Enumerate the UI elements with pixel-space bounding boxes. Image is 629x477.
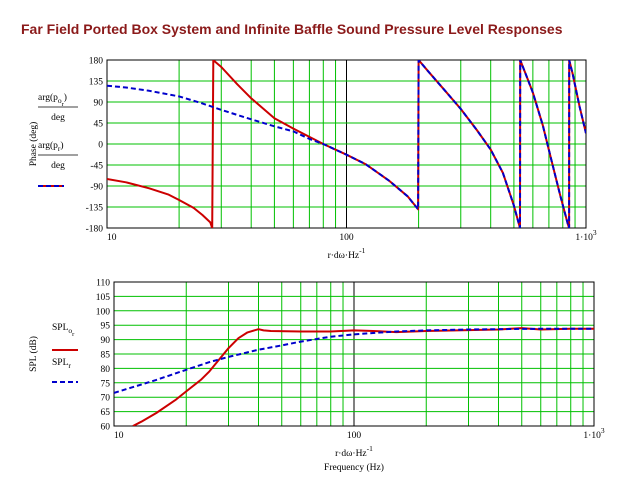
- phase-series-infinite: [107, 60, 586, 228]
- spl-x-tick-label: 1·103: [583, 426, 604, 441]
- phase-y-axis-label: Phase (deg): [28, 122, 39, 167]
- spl-y-tick-label: 105: [96, 293, 111, 303]
- spl-y-tick-label: 60: [101, 423, 111, 433]
- phase-y-tick-label: -90: [90, 183, 103, 193]
- phase-x-tick-label: 10: [107, 233, 117, 243]
- phase-y-tick-label: -135: [86, 204, 104, 214]
- spl-y-tick-label: 100: [96, 307, 111, 317]
- phase-y-tick-label: 180: [89, 57, 104, 67]
- phase-y-tick-label: 90: [94, 99, 104, 109]
- spl-legend-label: SPLor: [52, 323, 75, 338]
- phase-y-tick-label: 45: [94, 120, 104, 130]
- spl-x-tick-label: 10: [114, 431, 124, 441]
- spl-x-axis-label: r·dω·Hz-1: [335, 444, 373, 459]
- spl-y-tick-label: 85: [101, 351, 111, 361]
- spl-x-tick-label: 100: [347, 431, 362, 441]
- phase-plot-frame: [106, 59, 587, 229]
- phase-x-tick-label: 100: [339, 233, 354, 243]
- spl-y-axis-label: SPL (dB): [28, 336, 39, 372]
- phase-x-tick-label: 1·103: [575, 228, 596, 243]
- phase-y-tick-label: 135: [89, 78, 104, 88]
- phase-y-tick-label: 0: [98, 141, 103, 151]
- spl-y-tick-label: 90: [101, 336, 111, 346]
- spl-y-tick-label: 95: [101, 322, 111, 332]
- phase-series-group: [107, 60, 586, 228]
- spl-y-tick-label: 75: [101, 379, 111, 389]
- spl-plot-frame: [113, 281, 595, 427]
- spl-series-infinite: [114, 327, 594, 394]
- page-title: Far Field Ported Box System and Infinite…: [21, 21, 563, 37]
- spl-y-tick-label: 80: [101, 365, 111, 375]
- spl-y-tick-label: 70: [101, 394, 111, 404]
- spl-y-tick-label: 110: [96, 279, 110, 289]
- spl-series-group: [114, 327, 594, 426]
- spl-legend-label: SPLr: [52, 358, 71, 370]
- phase-y-tick-label: -45: [90, 162, 103, 172]
- phase-legend-label: arg(por): [38, 92, 67, 108]
- phase-x-axis-label: r·dω·Hz-1: [328, 246, 366, 261]
- phase-y-tick-label: -180: [86, 225, 104, 235]
- spl-y-tick-label: 65: [101, 408, 111, 418]
- phase-legend-denominator: deg: [51, 113, 65, 123]
- spl-x-axis-label-2: Frequency (Hz): [324, 462, 384, 473]
- phase-legend-denominator: deg: [51, 161, 65, 171]
- phase-legend-label: arg(pr): [38, 140, 64, 153]
